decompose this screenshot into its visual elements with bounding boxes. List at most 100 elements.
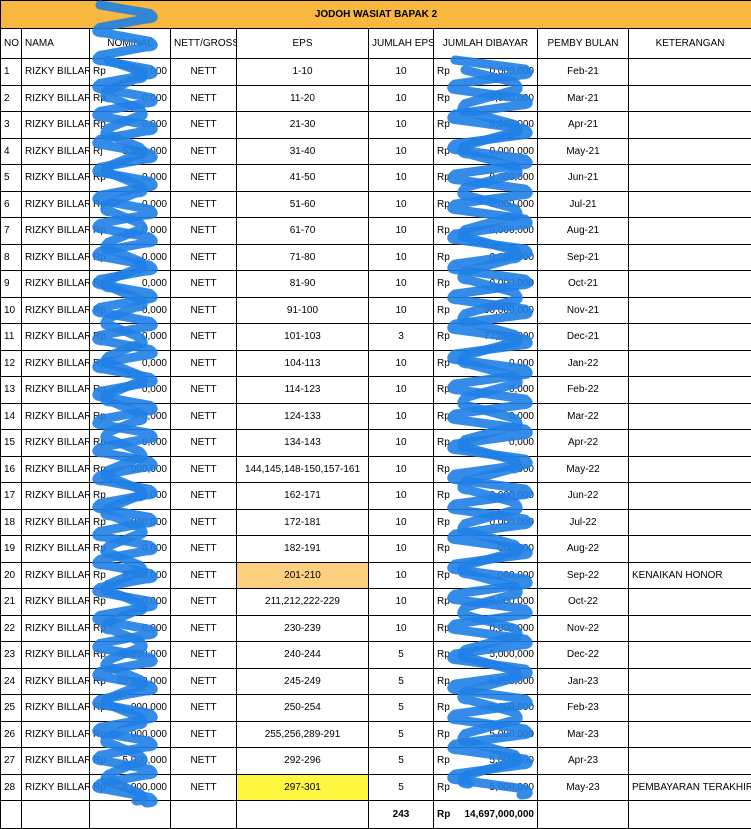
amount: 90,000,000 bbox=[483, 304, 534, 316]
column-header: EPS bbox=[236, 28, 369, 59]
nama: RIZKY BILLAR bbox=[21, 323, 90, 351]
no: 15 bbox=[0, 429, 22, 457]
no: 18 bbox=[0, 508, 22, 536]
eps: 81-90 bbox=[236, 270, 369, 298]
data-row: 4 RIZKY BILLAR Rj 5,000,000 NETT 31-40 10 Rp 0,0… bbox=[0, 137, 751, 165]
money-cell: Rp 000,000 bbox=[437, 543, 534, 554]
money-cell: Rj 5,000,000 bbox=[93, 146, 167, 157]
currency: Rp bbox=[437, 781, 450, 793]
nominal: Rp 5,000,000 bbox=[89, 747, 171, 775]
no: 12 bbox=[0, 349, 22, 377]
amount: 5,000,000 bbox=[489, 649, 535, 661]
pemby-bulan: Jun-21 bbox=[537, 164, 629, 192]
money-cell: Rp 0,000 bbox=[93, 252, 167, 263]
money-cell: Rp 5,000,000 bbox=[437, 782, 534, 793]
jumlah-eps: 10 bbox=[368, 429, 434, 457]
eps: 101-103 bbox=[236, 323, 369, 351]
money-cell: Rp 000,000 bbox=[93, 702, 167, 713]
amount: 65,000,000 bbox=[116, 675, 167, 687]
amount: 0,000,000 bbox=[489, 251, 535, 263]
nett-gross: NETT bbox=[170, 164, 237, 192]
keterangan bbox=[627, 588, 751, 616]
column-header: NAMA bbox=[21, 28, 90, 59]
nominal: Rp 0,000 bbox=[89, 376, 171, 404]
data-row: 23 RIZKY BILLAR Rp 65,000,000 NETT 240-244 5 Rp… bbox=[0, 641, 751, 669]
money-cell: Rp 0,000 bbox=[93, 437, 167, 448]
column-header: JUMLAH DIBAYAR bbox=[433, 28, 538, 59]
no: 27 bbox=[0, 747, 22, 775]
no: 16 bbox=[0, 455, 22, 483]
jumlah-eps: 10 bbox=[368, 137, 434, 165]
money-cell: Rp 0,000 bbox=[93, 331, 167, 342]
money-cell: Rp 0,000 bbox=[93, 119, 167, 130]
keterangan bbox=[627, 296, 751, 324]
empty-cell bbox=[627, 800, 751, 829]
money-cell: Rp 5,000,000 bbox=[93, 755, 167, 766]
money-cell: Rp 0,000 bbox=[93, 225, 167, 236]
amount: 000,000 bbox=[130, 66, 167, 78]
pemby-bulan: Apr-21 bbox=[537, 111, 629, 139]
amount: 65,000,000 bbox=[116, 649, 167, 661]
money-cell: Rp 0,000 bbox=[93, 623, 167, 634]
jumlah-eps: 10 bbox=[368, 84, 434, 112]
data-row: 9 RIZKY BILLAR Rp 0,000 NETT 81-90 10 Rp 0,000,0… bbox=[0, 270, 751, 298]
currency: Rp bbox=[93, 278, 106, 290]
sheet-title: JODOH WASIAT BAPAK 2 bbox=[0, 0, 751, 29]
no: 14 bbox=[0, 402, 22, 430]
eps: 41-50 bbox=[236, 164, 369, 192]
keterangan bbox=[627, 111, 751, 139]
no: 3 bbox=[0, 111, 22, 139]
nama: RIZKY BILLAR bbox=[21, 402, 90, 430]
no: 23 bbox=[0, 641, 22, 669]
amount: 0,000 bbox=[141, 384, 167, 396]
jumlah-dibayar: Rp 0,000,000 bbox=[433, 243, 538, 271]
currency: Rp bbox=[93, 516, 106, 528]
jumlah-dibayar: Rp 5,000,000 bbox=[433, 773, 538, 801]
eps: 144,145,148-150,157-161 bbox=[236, 455, 369, 483]
money-cell: Rp 000,000 bbox=[93, 66, 167, 77]
currency: Rp bbox=[93, 755, 106, 767]
nama: RIZKY BILLAR bbox=[21, 217, 90, 245]
amount: 5,000,000 bbox=[489, 781, 535, 793]
currency: Rp bbox=[437, 809, 451, 820]
amount: 0,000,000 bbox=[489, 622, 535, 634]
pemby-bulan: May-22 bbox=[537, 455, 629, 483]
data-row: 2 RIZKY BILLAR Rp 0,000 NETT 11-20 10 Rp 0,000,0… bbox=[0, 84, 751, 112]
nett-gross: NETT bbox=[170, 402, 237, 430]
nama: RIZKY BILLAR bbox=[21, 508, 90, 536]
keterangan bbox=[627, 694, 751, 722]
nett-gross: NETT bbox=[170, 455, 237, 483]
no: 13 bbox=[0, 376, 22, 404]
money-cell: Rp 0,000 bbox=[93, 384, 167, 395]
data-row: 6 RIZKY BILLAR Rp 0,000 NETT 51-60 10 Rp 0,000,0… bbox=[0, 190, 751, 218]
money-cell: Rp 0,000,000 bbox=[437, 225, 534, 236]
nama: RIZKY BILLAR bbox=[21, 561, 90, 589]
eps: 114-123 bbox=[236, 376, 369, 404]
currency: Rp bbox=[93, 675, 106, 687]
keterangan: PEMBAYARAN TERAKHIR bbox=[627, 773, 751, 801]
currency: Rp bbox=[437, 357, 450, 369]
money-cell: Rp 000,000 bbox=[93, 729, 167, 740]
keterangan bbox=[627, 190, 751, 218]
nett-gross: NETT bbox=[170, 535, 237, 563]
pemby-bulan: Feb-23 bbox=[537, 694, 629, 722]
data-row: 22 RIZKY BILLAR Rp 0,000 NETT 230-239 10 Rp 0,00… bbox=[0, 614, 751, 642]
keterangan bbox=[627, 535, 751, 563]
jumlah-dibayar: Rp 0,000,000 bbox=[433, 217, 538, 245]
jumlah-dibayar: Rp 0,000,000 bbox=[433, 508, 538, 536]
amount: 0,000,000 bbox=[489, 92, 535, 104]
nominal: Rp 8,000,000 bbox=[89, 561, 171, 589]
nominal: Rp 0,000 bbox=[89, 164, 171, 192]
eps: 211,212,222-229 bbox=[236, 588, 369, 616]
keterangan bbox=[627, 349, 751, 377]
nominal: Rp 000,000 bbox=[89, 455, 171, 483]
data-row: 24 RIZKY BILLAR Rp 65,000,000 NETT 245-249 5 Rp… bbox=[0, 667, 751, 695]
nama: RIZKY BILLAR bbox=[21, 455, 90, 483]
money-cell: Rp 0,000,000 bbox=[437, 199, 534, 210]
jumlah-dibayar: Rp 0,000,000 bbox=[433, 84, 538, 112]
currency: Rp bbox=[437, 622, 450, 634]
jumlah-eps: 5 bbox=[368, 720, 434, 748]
currency: Rp bbox=[437, 702, 450, 714]
nama: RIZKY BILLAR bbox=[21, 270, 90, 298]
